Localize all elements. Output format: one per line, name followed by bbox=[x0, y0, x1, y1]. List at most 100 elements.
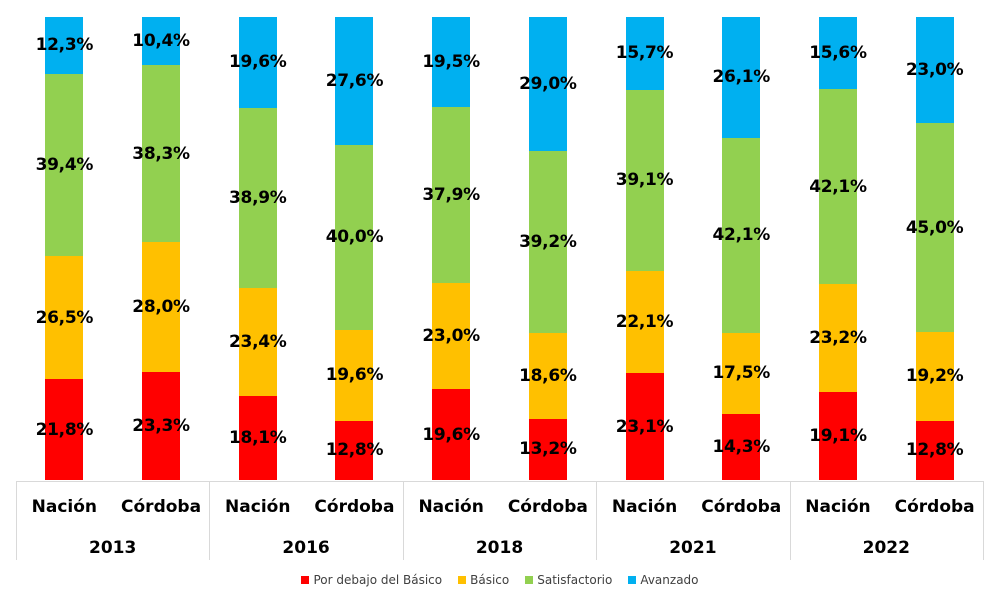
legend-label: Por debajo del Básico bbox=[313, 573, 443, 587]
data-label: 38,3% bbox=[132, 143, 190, 164]
data-label: 27,6% bbox=[325, 70, 384, 91]
category-label: Nación bbox=[418, 497, 484, 517]
bar-segment: 42,1% bbox=[809, 89, 867, 285]
bar-stack: 21,8% 26,5% 39,4% 12,3% bbox=[36, 17, 93, 480]
data-label: 23,2% bbox=[809, 327, 867, 348]
year-label: 2016 bbox=[282, 538, 330, 558]
data-label: 23,3% bbox=[132, 416, 190, 437]
legend-swatch-icon bbox=[458, 576, 467, 584]
bar-stack: 19,6% 23,0% 37,9% 19,5% bbox=[422, 17, 480, 480]
bar-segment: 38,9% bbox=[229, 107, 287, 288]
bar-segment: 39,2% bbox=[519, 151, 577, 333]
group-divider bbox=[209, 481, 211, 560]
legend-swatch-icon bbox=[301, 576, 310, 584]
year-label: 2022 bbox=[862, 538, 910, 558]
category-label: Córdoba bbox=[894, 497, 975, 517]
data-label: 19,6% bbox=[422, 424, 480, 445]
bar-segment: 19,6% bbox=[422, 389, 480, 480]
bar-segment: 19,6% bbox=[326, 329, 383, 421]
data-label: 39,1% bbox=[615, 170, 674, 191]
legend-swatch-icon bbox=[628, 576, 637, 584]
bar-stack: 14,3% 17,5% 42,1% 26,1% bbox=[713, 17, 770, 480]
bar-segment: 45,0% bbox=[906, 123, 964, 332]
data-label: 42,1% bbox=[712, 225, 771, 246]
bar-segment: 39,1% bbox=[616, 89, 674, 271]
category-label: Córdoba bbox=[314, 497, 395, 517]
bar-segment: 10,4% bbox=[132, 17, 190, 66]
data-label: 28,0% bbox=[132, 297, 190, 318]
data-label: 14,3% bbox=[712, 436, 771, 457]
bar-stack: 12,8% 19,6% 40,0% 27,6% bbox=[326, 17, 383, 480]
data-label: 40,0% bbox=[325, 227, 384, 248]
bar-segment: 13,2% bbox=[519, 418, 577, 480]
data-label: 12,3% bbox=[35, 35, 94, 56]
bar-segment: 17,5% bbox=[713, 332, 770, 414]
bar-segment: 38,3% bbox=[132, 65, 190, 243]
data-label: 12,8% bbox=[325, 440, 384, 461]
data-label: 19,5% bbox=[422, 52, 480, 73]
data-label: 42,1% bbox=[809, 176, 867, 197]
data-label: 39,4% bbox=[35, 155, 94, 176]
bar-segment: 19,2% bbox=[906, 331, 964, 421]
bar-stack: 19,1% 23,2% 42,1% 15,6% bbox=[809, 17, 867, 480]
legend-item: Por debajo del Básico bbox=[301, 573, 442, 587]
year-label: 2021 bbox=[669, 538, 717, 558]
category-label: Córdoba bbox=[121, 497, 202, 517]
legend-label: Satisfactorio bbox=[537, 573, 613, 587]
group-divider bbox=[402, 481, 404, 560]
bar-segment: 23,2% bbox=[809, 284, 867, 392]
bar-segment: 19,1% bbox=[809, 391, 867, 480]
bar-segment: 29,0% bbox=[519, 17, 577, 152]
data-label: 39,2% bbox=[519, 232, 577, 252]
data-label: 19,2% bbox=[905, 366, 964, 387]
bar-segment: 26,5% bbox=[36, 256, 93, 380]
data-label: 15,7% bbox=[615, 43, 674, 64]
data-label: 19,6% bbox=[229, 52, 287, 73]
legend-label: Básico bbox=[470, 573, 510, 587]
group-divider bbox=[789, 481, 791, 560]
legend-item: Satisfactorio bbox=[525, 573, 612, 587]
bar-segment: 12,8% bbox=[906, 420, 964, 480]
bar-segment: 19,6% bbox=[229, 17, 287, 108]
legend-label: Avanzado bbox=[640, 573, 699, 587]
category-axis bbox=[16, 481, 983, 561]
bar-segment: 40,0% bbox=[326, 144, 383, 330]
bar-segment: 14,3% bbox=[713, 413, 770, 480]
legend-item: Avanzado bbox=[628, 573, 699, 587]
data-label: 26,5% bbox=[35, 307, 94, 328]
bar-segment: 23,1% bbox=[616, 373, 674, 480]
category-label: Nación bbox=[611, 497, 678, 517]
bar-segment: 18,6% bbox=[519, 332, 577, 419]
bar-segment: 23,0% bbox=[906, 17, 964, 124]
bar-segment: 19,5% bbox=[422, 17, 480, 108]
bar-segment: 23,0% bbox=[422, 282, 480, 390]
category-label: Córdoba bbox=[701, 497, 782, 517]
data-label: 19,6% bbox=[325, 365, 384, 386]
group-divider bbox=[596, 481, 598, 560]
bar-segment: 37,9% bbox=[422, 107, 480, 283]
bar-segment: 15,7% bbox=[616, 17, 674, 90]
data-label: 21,8% bbox=[35, 419, 94, 440]
data-label: 13,2% bbox=[519, 439, 577, 460]
data-label: 38,9% bbox=[229, 187, 287, 208]
bar-stack: 12,8% 19,2% 45,0% 23,0% bbox=[906, 17, 964, 480]
bar-stack: 18,1% 23,4% 38,9% 19,6% bbox=[229, 17, 287, 480]
data-label: 23,0% bbox=[422, 325, 480, 346]
bar-segment: 21,8% bbox=[36, 379, 93, 480]
bar-segment: 26,1% bbox=[713, 17, 770, 138]
bar-stack: 23,1% 22,1% 39,1% 15,7% bbox=[616, 17, 674, 480]
data-label: 37,9% bbox=[422, 185, 480, 206]
data-label: 45,0% bbox=[905, 217, 964, 238]
year-label: 2018 bbox=[475, 538, 524, 558]
data-label: 10,4% bbox=[132, 31, 190, 52]
data-label: 23,0% bbox=[905, 60, 964, 81]
legend: Por debajo del Básico Básico Satisfactorio… bbox=[0, 573, 1000, 587]
category-label: Córdoba bbox=[507, 497, 588, 517]
bar-stack: 23,3% 28,0% 38,3% 10,4% bbox=[132, 17, 190, 480]
year-label: 2013 bbox=[89, 538, 137, 558]
bar-segment: 23,4% bbox=[229, 287, 287, 397]
bar-segment: 42,1% bbox=[713, 137, 770, 333]
bar-segment: 22,1% bbox=[616, 270, 674, 374]
bar-segment: 27,6% bbox=[326, 17, 383, 145]
